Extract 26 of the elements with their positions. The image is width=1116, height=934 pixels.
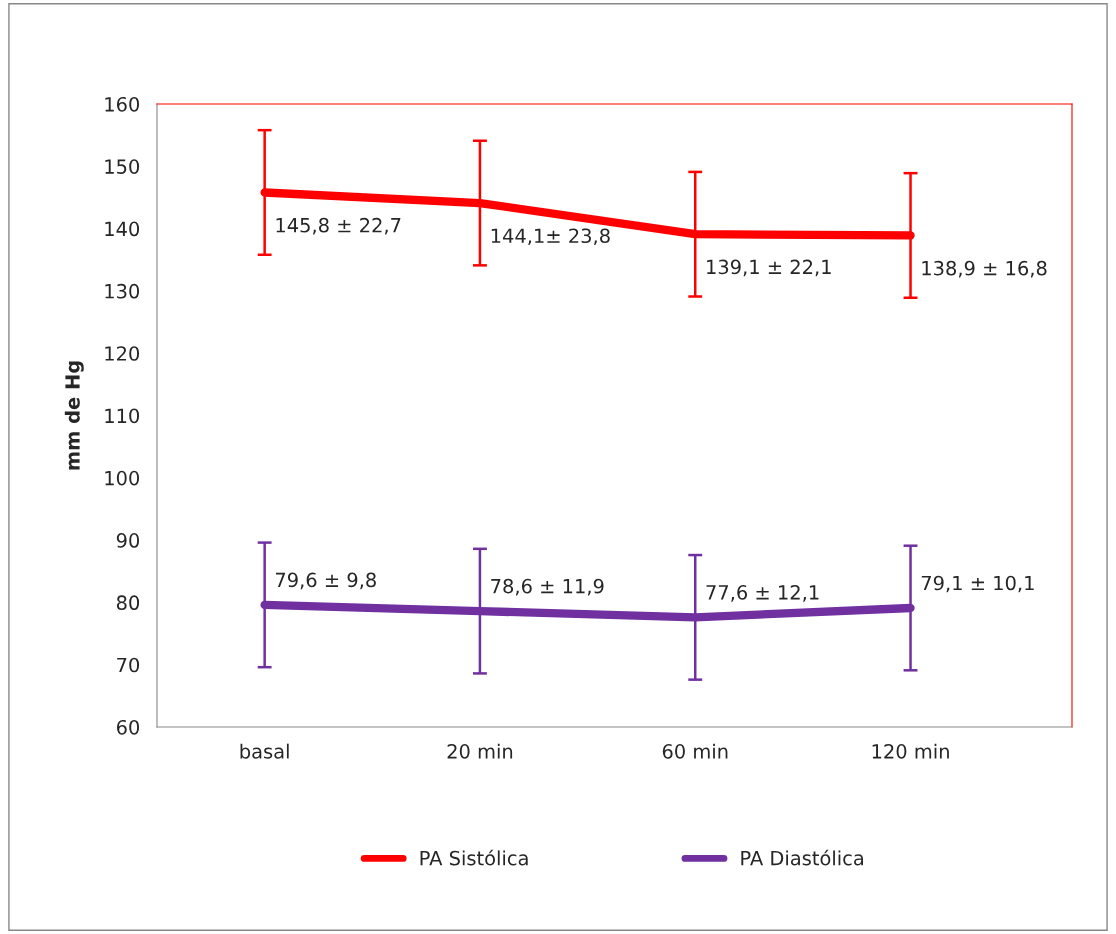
y-axis-title: mm de Hg bbox=[64, 361, 84, 470]
legend-label: PA Sistólica bbox=[420, 849, 528, 866]
y-tick-label: 120 bbox=[105, 346, 140, 361]
legend-label: PA Diastólica bbox=[741, 849, 864, 866]
data-label: 139,1 ± 22,1 bbox=[707, 259, 831, 277]
data-label: 138,9 ± 16,8 bbox=[922, 260, 1047, 278]
x-tick-label: 20 min bbox=[447, 743, 513, 759]
y-tick-label: 70 bbox=[117, 657, 140, 673]
y-tick-label: 90 bbox=[116, 533, 140, 548]
data-label: 77,6 ± 12,1 bbox=[706, 584, 819, 602]
data-label: 144,1± 23,8 bbox=[491, 228, 610, 246]
y-tick-label: 100 bbox=[105, 470, 140, 486]
y-tick-label: 130 bbox=[105, 283, 140, 299]
data-label: 78,6 ± 11,9 bbox=[491, 578, 604, 596]
y-tick-label: 140 bbox=[105, 221, 140, 237]
y-tick-label: 150 bbox=[105, 159, 140, 174]
y-tick-label: 110 bbox=[105, 408, 140, 424]
x-tick-label: basal bbox=[240, 743, 289, 759]
x-tick-label: 60 min bbox=[662, 743, 728, 759]
data-label: 79,6 ± 9,8 bbox=[275, 572, 376, 590]
y-tick-label: 160 bbox=[105, 96, 140, 112]
data-label: 145,8 ± 22,7 bbox=[276, 217, 401, 235]
y-tick-label: 80 bbox=[116, 595, 140, 611]
x-tick-label: 120 min bbox=[872, 743, 949, 759]
y-tick-label: 60 bbox=[116, 719, 140, 735]
data-label: 79,1 ± 10,1 bbox=[921, 575, 1034, 593]
